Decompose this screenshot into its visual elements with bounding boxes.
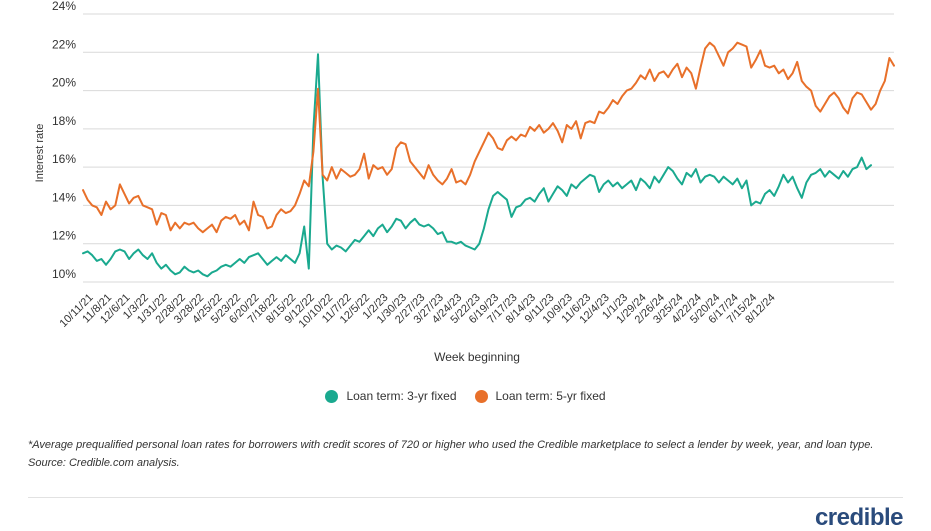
y-tick-label: 12% [52, 229, 76, 243]
legend-label-5yr: Loan term: 5-yr fixed [495, 389, 606, 403]
y-tick-label: 20% [52, 76, 76, 90]
legend-label-3yr: Loan term: 3-yr fixed [346, 389, 457, 403]
y-tick-label: 16% [52, 152, 76, 166]
y-tick-label: 14% [52, 190, 76, 204]
x-axis-tick-labels: 10/11/2111/8/2112/6/211/3/221/31/222/28/… [58, 292, 778, 331]
y-tick-label: 18% [52, 114, 76, 128]
x-axis-label: Week beginning [434, 350, 520, 364]
legend-swatch-5yr [474, 389, 488, 403]
divider [28, 497, 903, 498]
credible-logo: credible [814, 504, 904, 531]
series-lines [82, 41, 895, 278]
y-tick-label: 10% [52, 267, 76, 281]
y-tick-label: 24% [52, 0, 76, 13]
legend-item-5yr[interactable]: Loan term: 5-yr fixed [474, 389, 606, 403]
gridlines [83, 13, 894, 283]
y-axis-label: Interest rate [34, 124, 46, 183]
y-axis-tick-labels: 10% 12% 14% 16% 18% 20% 22% 24% [52, 0, 76, 281]
line-chart: 10% 12% 14% 16% 18% 20% 22% 24% 10/11/2111/8/21… [34, 0, 895, 364]
series-line-3yr [82, 53, 872, 278]
legend-swatch-3yr [325, 389, 339, 403]
legend: Loan term: 3-yr fixed Loan term: 5-yr fi… [0, 389, 931, 403]
y-tick-label: 22% [52, 37, 76, 51]
footnote: *Average prequalified personal loan rate… [28, 439, 874, 469]
legend-item-3yr[interactable]: Loan term: 3-yr fixed [325, 389, 457, 403]
series-line-5yr [82, 41, 895, 234]
